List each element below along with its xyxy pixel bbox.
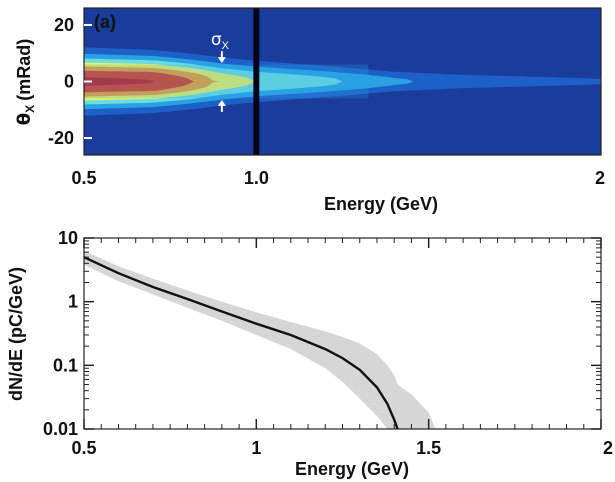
heatmap-dark-line [253, 8, 260, 155]
heatmap-x-tick-label: 0.5 [71, 168, 96, 188]
heatmap-intensity [84, 47, 601, 116]
spectrum-panel: 10 1 0.1 0.01 0.5 1 1.5 2 Energy (GeV) dN/dE (… [6, 228, 613, 479]
heatmap-x-axis-title: Energy (GeV) [324, 194, 438, 214]
y-title-symbol: θ [14, 113, 35, 125]
spectrum-y-tick-label: 0.01 [43, 419, 78, 439]
heatmap-y-axis-title: θX (mRad) [14, 39, 37, 125]
heatmap-y-ticks: 20 0 -20 [48, 15, 92, 148]
heatmap-panel: (a) 200-20 0.5 1.0 2 Energy (GeV) θX(mRad)… [14, 7, 605, 214]
spectrum-x-axis-title: Energy (GeV) [295, 459, 409, 479]
spectrum-x-ticks: 0.5 1 1.5 2 [71, 438, 613, 458]
heatmap-level-4 [84, 62, 601, 101]
svg-text:θX(mRad): θX (mRad) [14, 39, 37, 125]
heatmap-x-tick-label: 1.0 [244, 168, 269, 188]
sigma-arrowhead-bottom [217, 99, 226, 106]
spectrum-y-tick-label: 1 [68, 292, 78, 312]
heatmap-level-6 [84, 70, 601, 93]
heatmap-x-tick-label: 2 [595, 168, 605, 188]
spectrum-y-tick-label: 0.1 [53, 355, 78, 375]
heatmap-x-ticks: 0.5 1.0 2 [71, 168, 605, 188]
spectrum-y-ticks: 10 1 0.1 0.01 [43, 228, 601, 439]
y-title-unit: (mRad) [14, 39, 34, 101]
sigma-symbol: σ [211, 30, 222, 50]
spectrum-x-tick-label: 0.5 [71, 438, 96, 458]
svg-text:σX: σX [211, 30, 230, 52]
heatmap-y-tick-label: 0 [64, 72, 74, 92]
sigma-annotation: σX [211, 30, 230, 112]
y-title-sub: X [23, 105, 37, 113]
heatmap-halo [84, 64, 369, 99]
spectrum-uncertainty-band [84, 250, 436, 429]
spectrum-x-tick-label: 1 [251, 438, 261, 458]
heatmap-level-3 [84, 58, 601, 105]
spectrum-x-tick-label: 2 [603, 438, 613, 458]
heatmap-y-tick-label: 20 [54, 15, 74, 35]
heatmap-y-tick-label: -20 [48, 128, 74, 148]
spectrum-y-axis-title: dN/dE (pC/GeV) [6, 267, 26, 401]
sigma-sub: X [222, 40, 230, 52]
spectrum-line [84, 256, 399, 429]
spectrum-y-tick-label: 10 [58, 228, 78, 248]
panel-label: (a) [94, 12, 116, 32]
spectrum-x-tick-label: 1.5 [416, 438, 441, 458]
spectrum-plot-area [84, 238, 601, 429]
spectrum-frame [83, 237, 602, 430]
sigma-arrowhead-top [217, 57, 226, 64]
